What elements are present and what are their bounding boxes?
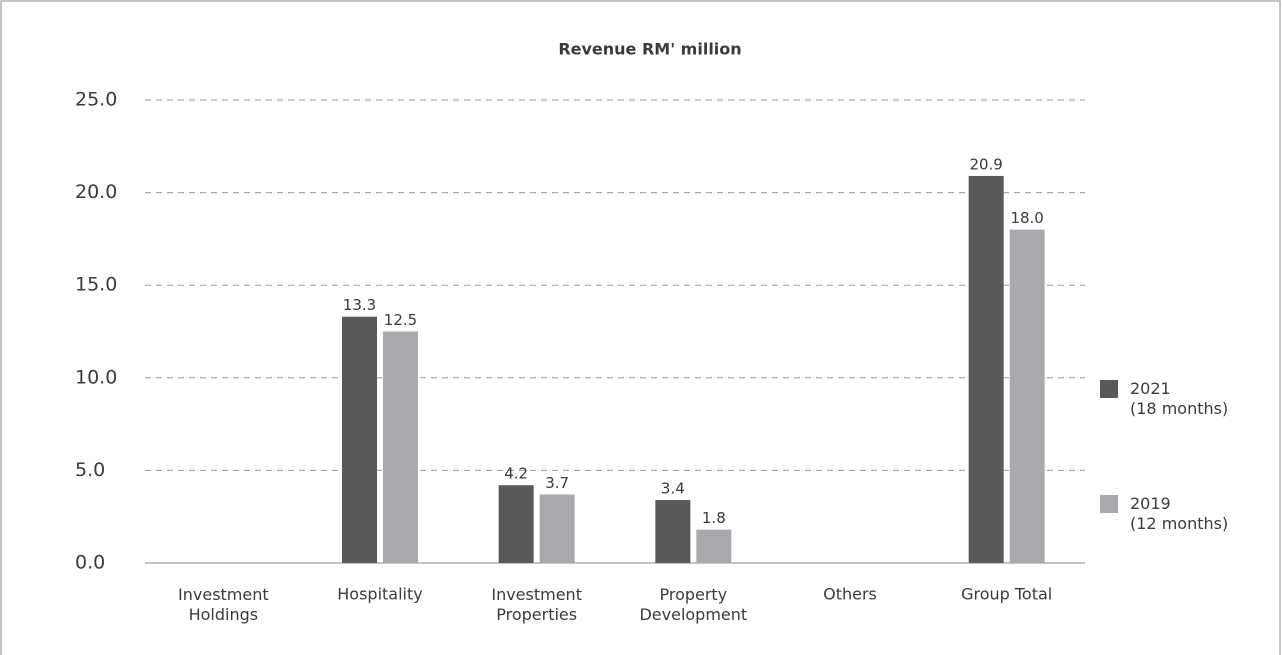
value-label: 13.3	[343, 296, 376, 314]
value-label: 20.9	[969, 155, 1002, 173]
x-tick-label: Others	[823, 585, 877, 604]
legend-swatch	[1100, 380, 1118, 398]
y-tick-label: 20.0	[75, 181, 117, 203]
legend-label: 2021 (18 months)	[1130, 379, 1228, 418]
legend-label: 2019 (12 months)	[1130, 494, 1228, 533]
bar	[1009, 229, 1045, 563]
x-tick-label: Investment Holdings	[178, 585, 269, 624]
x-tick-label: Property Development	[639, 585, 747, 624]
y-tick-label: 25.0	[75, 89, 117, 111]
bar	[655, 500, 691, 563]
x-tick-label: Investment Properties	[491, 585, 582, 624]
bar	[539, 494, 575, 563]
x-tick-label: Hospitality	[337, 585, 422, 604]
y-tick-label: 15.0	[75, 274, 117, 296]
bar	[498, 485, 534, 563]
y-tick-label: 5.0	[75, 459, 105, 481]
y-tick-label: 10.0	[75, 366, 117, 388]
legend-swatch	[1100, 495, 1118, 513]
value-label: 12.5	[384, 311, 417, 329]
value-label: 3.4	[661, 480, 685, 498]
bar	[696, 529, 732, 563]
bar	[383, 331, 418, 563]
value-label: 3.7	[545, 474, 569, 492]
y-tick-label: 0.0	[75, 552, 105, 574]
value-label: 4.2	[504, 465, 528, 483]
value-label: 1.8	[702, 509, 726, 527]
chart-title: Revenue RM' million	[558, 40, 741, 59]
bar	[342, 316, 377, 563]
x-tick-label: Group Total	[961, 585, 1052, 604]
bar	[968, 175, 1004, 563]
value-label: 18.0	[1010, 209, 1043, 227]
